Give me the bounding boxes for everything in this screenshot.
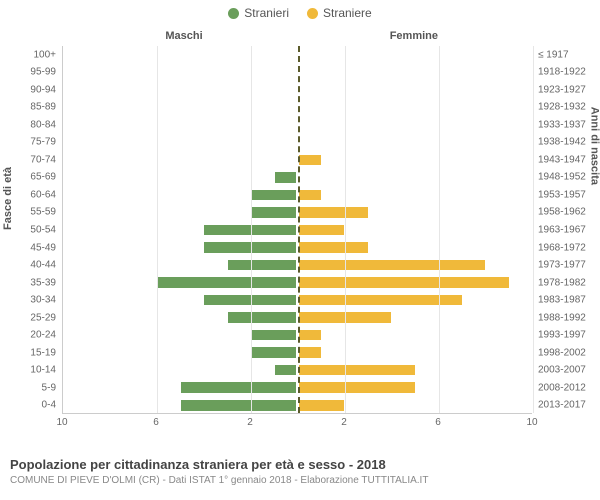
birth-year-label: 1943-1947	[538, 154, 600, 165]
legend-label-male: Stranieri	[244, 6, 289, 20]
bar-male	[180, 399, 298, 412]
birth-year-label: 2008-2012	[538, 382, 600, 393]
bar-female	[298, 381, 416, 394]
bar-female	[298, 206, 369, 219]
age-label: 55-59	[6, 207, 56, 218]
bar-female	[298, 154, 322, 167]
age-label: 30-34	[6, 295, 56, 306]
bar-male	[250, 206, 297, 219]
bar-male	[274, 171, 298, 184]
x-tick-label: 6	[153, 417, 159, 428]
population-pyramid-chart: Maschi Femmine 10622610100+≤ 191795-9919…	[62, 32, 532, 430]
chart-subtitle: COMUNE DI PIEVE D'OLMI (CR) - Dati ISTAT…	[10, 474, 428, 488]
age-label: 50-54	[6, 225, 56, 236]
age-label: 90-94	[6, 84, 56, 95]
bar-female	[298, 329, 322, 342]
birth-year-label: 1998-2002	[538, 347, 600, 358]
chart-title: Popolazione per cittadinanza straniera p…	[10, 456, 428, 474]
birth-year-label: 1923-1927	[538, 84, 600, 95]
birth-year-label: 1928-1932	[538, 102, 600, 113]
birth-year-label: 1953-1957	[538, 189, 600, 200]
birth-year-label: 1988-1992	[538, 312, 600, 323]
center-line	[298, 46, 300, 413]
bar-female	[298, 189, 322, 202]
bar-female	[298, 364, 416, 377]
x-tick-label: 6	[435, 417, 441, 428]
birth-year-label: 1958-1962	[538, 207, 600, 218]
birth-year-label: 1948-1952	[538, 172, 600, 183]
legend-item-female: Straniere	[307, 6, 372, 20]
birth-year-label: 1978-1982	[538, 277, 600, 288]
age-label: 20-24	[6, 330, 56, 341]
x-tick-label: 10	[526, 417, 537, 428]
age-label: 5-9	[6, 382, 56, 393]
birth-year-label: 1968-1972	[538, 242, 600, 253]
bar-male	[250, 189, 297, 202]
gridline	[345, 46, 346, 413]
bar-male	[180, 381, 298, 394]
age-label: 60-64	[6, 189, 56, 200]
birth-year-label: ≤ 1917	[538, 49, 600, 60]
age-label: 85-89	[6, 102, 56, 113]
age-label: 35-39	[6, 277, 56, 288]
x-tick-label: 2	[341, 417, 347, 428]
gridline	[157, 46, 158, 413]
age-label: 75-79	[6, 137, 56, 148]
bar-female	[298, 259, 486, 272]
bar-female	[298, 346, 322, 359]
legend-item-male: Stranieri	[228, 6, 289, 20]
x-tick-label: 2	[247, 417, 253, 428]
birth-year-label: 1933-1937	[538, 119, 600, 130]
age-label: 10-14	[6, 365, 56, 376]
age-label: 0-4	[6, 400, 56, 411]
birth-year-label: 1963-1967	[538, 225, 600, 236]
legend-swatch-male	[228, 8, 239, 19]
bar-male	[203, 224, 297, 237]
birth-year-label: 2013-2017	[538, 400, 600, 411]
bar-female	[298, 294, 463, 307]
birth-year-label: 1973-1977	[538, 260, 600, 271]
chart-footer: Popolazione per cittadinanza straniera p…	[10, 456, 428, 488]
bar-female	[298, 224, 345, 237]
x-tick-label: 10	[56, 417, 67, 428]
top-label-female: Femmine	[390, 30, 438, 42]
plot-area	[62, 46, 532, 414]
bar-female	[298, 399, 345, 412]
age-label: 95-99	[6, 67, 56, 78]
age-label: 45-49	[6, 242, 56, 253]
legend-label-female: Straniere	[323, 6, 372, 20]
bar-male	[203, 241, 297, 254]
bar-female	[298, 276, 510, 289]
bar-male	[227, 311, 298, 324]
bar-male	[250, 346, 297, 359]
chart-legend: Stranieri Straniere	[0, 0, 600, 20]
bar-male	[156, 276, 297, 289]
birth-year-label: 1918-1922	[538, 67, 600, 78]
age-label: 70-74	[6, 154, 56, 165]
bar-male	[274, 364, 298, 377]
gridline	[533, 46, 534, 413]
legend-swatch-female	[307, 8, 318, 19]
gridline	[439, 46, 440, 413]
age-label: 80-84	[6, 119, 56, 130]
bar-male	[250, 329, 297, 342]
age-label: 15-19	[6, 347, 56, 358]
age-label: 25-29	[6, 312, 56, 323]
birth-year-label: 1993-1997	[538, 330, 600, 341]
gridline	[251, 46, 252, 413]
birth-year-label: 1983-1987	[538, 295, 600, 306]
birth-year-label: 2003-2007	[538, 365, 600, 376]
birth-year-label: 1938-1942	[538, 137, 600, 148]
bar-female	[298, 241, 369, 254]
bar-male	[203, 294, 297, 307]
top-label-male: Maschi	[165, 30, 202, 42]
bar-male	[227, 259, 298, 272]
age-label: 40-44	[6, 260, 56, 271]
age-label: 100+	[6, 49, 56, 60]
age-label: 65-69	[6, 172, 56, 183]
